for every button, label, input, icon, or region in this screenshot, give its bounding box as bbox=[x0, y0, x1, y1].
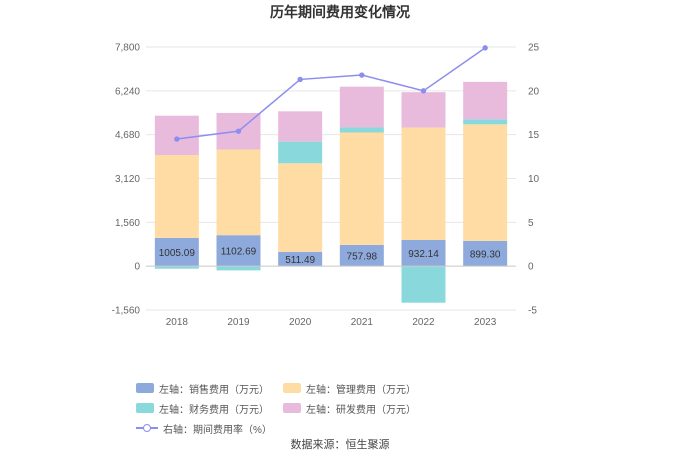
bar-admin bbox=[339, 132, 384, 245]
left-tick-label: 1,560 bbox=[115, 218, 140, 229]
bar-sales bbox=[154, 237, 199, 267]
bar-admin bbox=[401, 127, 446, 240]
left-tick-label: 0 bbox=[134, 262, 140, 273]
rate-point bbox=[420, 88, 427, 94]
legend-swatch-icon bbox=[136, 383, 154, 393]
bar-admin bbox=[154, 155, 199, 238]
legend-item-rnd[interactable]: 左轴：研发费用（万元） bbox=[283, 398, 416, 418]
bar-finance bbox=[278, 141, 323, 164]
bar-rnd bbox=[401, 92, 446, 128]
bar-finance bbox=[463, 119, 508, 125]
right-tick-label: -5 bbox=[528, 306, 537, 317]
legend-label: 左轴：研发费用（万元） bbox=[306, 404, 416, 416]
legend-label: 左轴：销售费用（万元） bbox=[159, 384, 269, 396]
bar-finance bbox=[216, 266, 261, 271]
rate-point bbox=[482, 45, 488, 51]
legend-swatch-icon bbox=[283, 403, 301, 413]
axis-labels: -1,560 0 1,560 3,120 4,680 6,240 7,800 -5 0 5 10 15… bbox=[112, 43, 540, 329]
x-tick-label: 2018 bbox=[166, 317, 189, 328]
sales-data-label: 1005.09 bbox=[159, 248, 196, 259]
legend: 左轴：销售费用（万元） 左轴：管理费用（万元） 左轴：财务费用（万元） 左轴：研发费用… bbox=[136, 378, 556, 438]
bar-rnd bbox=[339, 86, 384, 128]
legend-label: 左轴：财务费用（万元） bbox=[159, 404, 269, 416]
left-tick-label: 4,680 bbox=[115, 130, 140, 141]
x-tick-label: 2019 bbox=[227, 317, 250, 328]
bar-finance bbox=[401, 266, 446, 303]
rate-point bbox=[174, 136, 180, 142]
bar-rnd bbox=[278, 111, 323, 142]
x-tick-label: 2022 bbox=[412, 317, 435, 328]
sales-data-label: 511.49 bbox=[285, 255, 315, 266]
grid-lines bbox=[146, 46, 516, 311]
left-tick-label: -1,560 bbox=[112, 306, 141, 317]
legend-item-admin[interactable]: 左轴：管理费用（万元） bbox=[283, 378, 416, 398]
sales-data-label: 899.30 bbox=[470, 250, 501, 261]
data-labels: 1005.09 1102.69 511.49 757.98 932.14 899.30 bbox=[159, 247, 501, 266]
chart-title: 历年期间费用变化情况 bbox=[270, 4, 410, 20]
legend-swatch-icon bbox=[283, 383, 301, 393]
bar-finance bbox=[339, 127, 384, 133]
rate-line-layer bbox=[174, 45, 488, 142]
x-tick-label: 2023 bbox=[474, 317, 497, 328]
bar-sales bbox=[216, 235, 261, 267]
rate-line bbox=[176, 47, 486, 140]
bar-finance bbox=[154, 266, 199, 269]
rate-point bbox=[359, 72, 365, 78]
right-tick-label: 15 bbox=[528, 130, 540, 141]
right-tick-label: 5 bbox=[528, 218, 534, 229]
bar-rnd bbox=[463, 81, 508, 120]
data-source-note: 数据来源：恒生聚源 bbox=[290, 439, 390, 451]
legend-label: 右轴：期间费用率（%） bbox=[163, 424, 272, 436]
bar-admin bbox=[463, 124, 508, 241]
left-tick-label: 7,800 bbox=[115, 43, 140, 54]
rate-point bbox=[297, 76, 303, 83]
bar-layer bbox=[154, 81, 508, 303]
sales-data-label: 757.98 bbox=[347, 252, 378, 263]
legend-item-rate[interactable]: 右轴：期间费用率（%） bbox=[136, 418, 272, 438]
bar-sales bbox=[278, 251, 323, 267]
legend-line-icon bbox=[136, 423, 158, 433]
chart-canvas: 1005.09 1102.69 511.49 757.98 932.14 899.30 -… bbox=[112, 43, 540, 329]
right-tick-label: 10 bbox=[528, 174, 540, 185]
legend-item-finance[interactable]: 左轴：财务费用（万元） bbox=[136, 398, 269, 418]
sales-data-label: 1102.69 bbox=[221, 247, 257, 258]
right-tick-label: 25 bbox=[528, 43, 540, 54]
sales-data-label: 932.14 bbox=[408, 249, 439, 260]
right-tick-label: 20 bbox=[528, 86, 540, 97]
left-tick-label: 6,240 bbox=[115, 86, 140, 97]
bar-sales bbox=[401, 239, 446, 267]
x-tick-label: 2021 bbox=[351, 317, 374, 328]
rate-point bbox=[235, 128, 242, 134]
legend-item-sales[interactable]: 左轴：销售费用（万元） bbox=[136, 378, 269, 398]
bar-sales bbox=[463, 240, 508, 267]
bar-rnd bbox=[154, 115, 199, 156]
left-tick-label: 3,120 bbox=[115, 174, 140, 185]
legend-swatch-icon bbox=[136, 403, 154, 413]
bar-admin bbox=[278, 163, 323, 252]
x-tick-label: 2020 bbox=[289, 317, 312, 328]
bar-sales bbox=[339, 244, 384, 267]
right-tick-label: 0 bbox=[528, 262, 534, 273]
legend-label: 左轴：管理费用（万元） bbox=[306, 384, 416, 396]
bar-admin bbox=[216, 149, 261, 236]
